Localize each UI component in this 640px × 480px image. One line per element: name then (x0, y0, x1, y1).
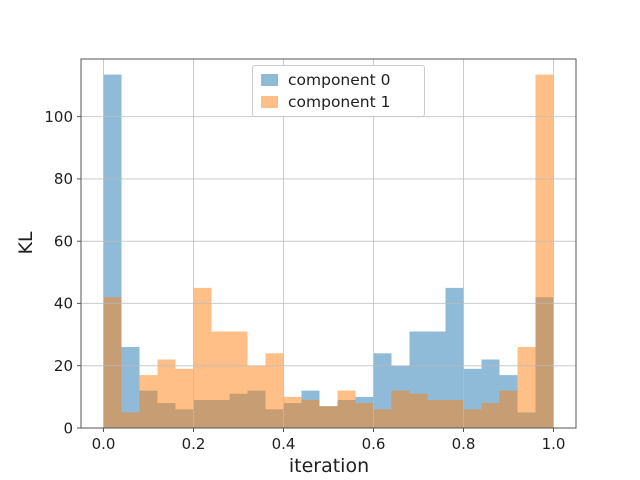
legend-swatch-component-0 (261, 74, 278, 87)
hist-bar-series1-bin13 (337, 390, 356, 428)
hist-bar-series1-bin17 (409, 393, 428, 428)
x-axis-label: iteration (288, 455, 370, 477)
hist-bar-series1-bin1 (121, 412, 140, 428)
y-tick-label: 80 (54, 170, 73, 188)
x-tick-label: 1.0 (542, 435, 566, 453)
legend-item-component-0: component 0 (261, 71, 424, 89)
hist-bar-series1-bin10 (283, 396, 302, 428)
x-tick-label: 0.4 (272, 435, 296, 453)
hist-bar-series1-bin11 (301, 400, 320, 428)
legend: component 0 component 1 (252, 65, 425, 117)
hist-bar-series1-bin8 (247, 365, 266, 428)
hist-bar-series1-bin4 (175, 368, 194, 428)
hist-bar-series1-bin7 (229, 331, 248, 428)
x-tick-label: 0.8 (452, 435, 476, 453)
hist-bar-series0-bin19 (445, 287, 464, 428)
x-tick-label: 0.0 (92, 435, 116, 453)
x-tick-label: 0.6 (362, 435, 386, 453)
hist-bar-series1-bin16 (391, 390, 410, 428)
legend-swatch-component-1 (261, 95, 278, 108)
legend-label-component-0: component 0 (288, 71, 391, 90)
hist-bar-series1-bin12 (319, 406, 338, 428)
y-tick-label: 20 (54, 357, 73, 375)
hist-bar-series1-bin14 (355, 403, 374, 428)
y-tick-label: 100 (44, 108, 73, 126)
hist-bar-series1-bin6 (211, 331, 230, 428)
hist-bar-series1-bin2 (139, 375, 158, 428)
hist-bar-series1-bin9 (265, 353, 284, 428)
plot-spines (80, 58, 577, 429)
hist-bar-series1-bin19 (445, 400, 464, 428)
x-tick-label: 0.2 (182, 435, 206, 453)
hist-bar-series1-bin3 (157, 359, 176, 428)
hist-bar-series1-bin0 (103, 297, 122, 428)
y-tick-label: 0 (63, 419, 73, 437)
y-axis-label: KL (15, 231, 37, 255)
hist-bar-series1-bin24 (535, 74, 554, 428)
hist-bar-series1-bin22 (499, 390, 518, 428)
hist-bar-series1-bin23 (517, 347, 536, 428)
hist-bar-series0-bin1 (121, 347, 140, 428)
legend-item-component-1: component 1 (261, 93, 424, 111)
hist-bar-series1-bin20 (463, 409, 482, 428)
y-tick-label: 40 (54, 295, 73, 313)
hist-bar-series1-bin15 (373, 409, 392, 428)
hist-bar-series1-bin21 (481, 403, 500, 428)
legend-label-component-1: component 1 (288, 92, 391, 111)
hist-bar-series1-bin5 (193, 287, 212, 428)
hist-bar-series1-bin18 (427, 400, 446, 428)
y-tick-label: 60 (54, 233, 73, 251)
